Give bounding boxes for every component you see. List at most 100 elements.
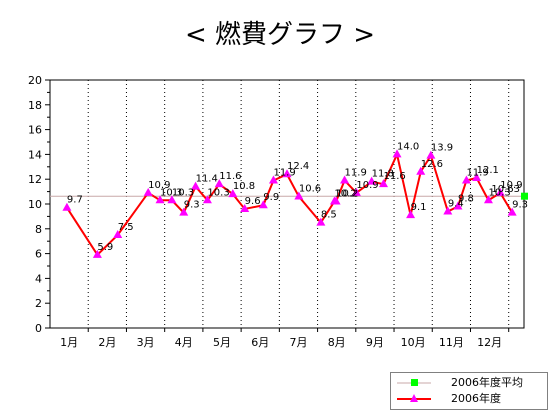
axis-layer: 1月 2月 3月 4月 5月 6月 7月 8月 9月 10月 11月 12月 0 2 4 6 8 10 12 14 16… [28, 74, 525, 349]
data-label: 9.7 [67, 195, 83, 206]
data-label: 11.4 [196, 174, 218, 185]
y-tick-label: 2 [35, 297, 42, 310]
data-label: 10.3 [207, 187, 229, 198]
y-tick-label: 10 [28, 198, 42, 211]
data-label: 9.9 [263, 192, 279, 203]
data-point [268, 175, 278, 184]
average-value-label: 10.63 [491, 184, 520, 195]
data-label: 9.4 [448, 198, 464, 209]
average-layer [50, 192, 528, 200]
legend-average-label: 2006年度平均 [451, 376, 523, 389]
data-label: 11.9 [273, 167, 295, 178]
x-tick-label: 11月 [439, 336, 464, 349]
data-label-layer: 10.639.75.97.510.910.310.39.311.410.311.… [67, 141, 528, 252]
y-tick-label: 12 [28, 173, 42, 186]
data-point [202, 195, 212, 204]
legend-series-icon [397, 394, 431, 402]
legend-item-average: 2006年度平均 [391, 375, 547, 391]
y-tick-label: 6 [35, 248, 42, 261]
data-point [294, 191, 304, 200]
data-point [155, 195, 165, 204]
data-point [426, 150, 436, 159]
data-point [92, 249, 102, 258]
x-tick-label: 12月 [477, 336, 502, 349]
data-label: 10.3 [160, 187, 182, 198]
data-point [179, 207, 189, 216]
data-point [392, 149, 402, 158]
series-line [66, 151, 514, 257]
data-point [282, 169, 292, 178]
data-point [143, 187, 153, 196]
data-point [62, 202, 72, 211]
y-tick-label: 14 [28, 148, 42, 161]
data-label: 9.6 [245, 196, 261, 207]
data-point [214, 179, 224, 188]
data-label: 11.9 [345, 167, 367, 178]
data-label: 10.3 [172, 187, 194, 198]
data-label: 14.0 [397, 141, 419, 152]
data-label: 9.3 [184, 200, 200, 211]
data-point [472, 172, 482, 181]
x-tick-label: 2月 [98, 336, 116, 349]
data-point [228, 189, 238, 198]
data-label: 10.2 [334, 189, 356, 200]
data-label: 11.6 [383, 171, 405, 182]
x-tick-label: 10月 [401, 336, 426, 349]
data-label: 8.5 [321, 210, 337, 221]
data-point [331, 196, 341, 205]
data-point [316, 217, 326, 226]
y-tick-label: 8 [35, 223, 42, 236]
x-tick-label: 5月 [213, 336, 231, 349]
data-point [167, 195, 177, 204]
data-label: 10.9 [148, 180, 170, 191]
data-point [461, 175, 471, 184]
data-point [351, 187, 361, 196]
average-marker [521, 192, 528, 200]
x-tick-label: 8月 [328, 336, 346, 349]
data-label: 10.8 [233, 181, 255, 192]
y-tick-label: 18 [28, 99, 42, 112]
data-label: 9.8 [458, 193, 474, 204]
data-label: 13.9 [431, 143, 453, 154]
data-point [340, 175, 350, 184]
legend-series-label: 2006年度 [451, 392, 501, 405]
y-tick-label: 0 [35, 322, 42, 335]
data-point [378, 179, 388, 188]
data-label: 11.9 [466, 167, 488, 178]
legend: 2006年度平均 2006年度 [390, 372, 548, 410]
data-point [240, 203, 250, 212]
data-point [258, 200, 268, 209]
data-label: 12.4 [287, 161, 309, 172]
data-point [367, 176, 377, 185]
data-label: 5.9 [97, 242, 113, 253]
data-point [483, 195, 493, 204]
data-point [495, 187, 505, 196]
data-label: 7.5 [118, 222, 134, 233]
data-label: 10.2 [336, 189, 358, 200]
x-tick-label: 9月 [366, 336, 384, 349]
data-label: 10.9 [356, 180, 378, 191]
x-tick-label: 3月 [137, 336, 155, 349]
data-label: 11.6 [219, 171, 241, 182]
data-label: 12.1 [477, 165, 499, 176]
x-tick-label: 4月 [175, 336, 193, 349]
data-point [191, 181, 201, 190]
data-label: 10.3 [488, 187, 510, 198]
data-label: 10.6 [299, 184, 321, 195]
x-tick-label: 7月 [289, 336, 307, 349]
data-label: 12.6 [421, 159, 443, 170]
data-point [507, 207, 517, 216]
y-tick-label: 20 [28, 74, 42, 87]
legend-average-icon [397, 379, 431, 386]
data-point [406, 210, 416, 219]
data-label: 9.1 [411, 202, 427, 213]
y-tick-label: 16 [28, 124, 42, 137]
series-layer [62, 149, 517, 258]
data-label: 11.8 [372, 169, 394, 180]
data-label: 9.3 [512, 200, 528, 211]
chart-title: < 燃費グラフ > [184, 20, 376, 50]
data-label: 10.9 [500, 180, 522, 191]
data-point [416, 166, 426, 175]
data-point [453, 201, 463, 210]
